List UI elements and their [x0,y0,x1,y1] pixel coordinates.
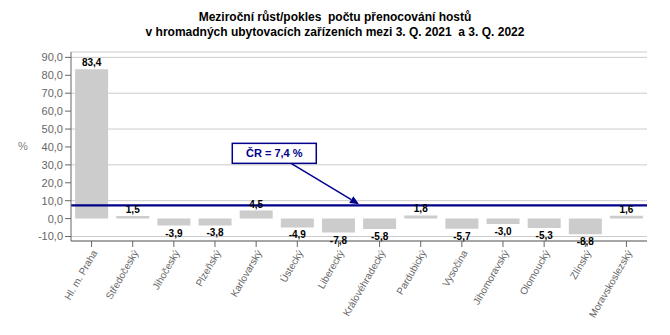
svg-text:Královéhradecký: Královéhradecký [341,248,388,318]
svg-text:40,0: 40,0 [42,141,63,153]
svg-text:Karlovarský: Karlovarský [228,248,264,299]
svg-text:1,8: 1,8 [414,203,428,214]
svg-text:-10,0: -10,0 [38,230,63,242]
svg-text:ČR = 7,4 %: ČR = 7,4 % [246,147,303,159]
svg-text:1,6: 1,6 [620,204,634,215]
svg-text:1,5: 1,5 [126,204,140,215]
svg-text:80,0: 80,0 [42,69,63,81]
svg-text:Olomoucký: Olomoucký [517,248,552,297]
svg-text:Pardubický: Pardubický [394,248,428,296]
svg-text:-7,8: -7,8 [330,235,348,246]
svg-text:-5,7: -5,7 [453,231,471,242]
svg-text:Liberecký: Liberecký [315,248,346,291]
svg-text:Moravskoslezský: Moravskoslezský [587,248,635,319]
svg-text:Zlínský: Zlínský [568,248,593,281]
html-text:Meziroční růst/pokles počtu př: Meziroční růst/pokles počtu přenocování … [198,10,472,24]
svg-text:-4,9: -4,9 [289,229,307,240]
svg-text:60,0: 60,0 [42,105,63,117]
svg-text:Vysočina: Vysočina [440,248,470,289]
svg-text:-3,9: -3,9 [165,228,183,239]
svg-text:90,0: 90,0 [42,51,63,63]
svg-text:%: % [18,140,28,152]
svg-text:4,5: 4,5 [249,199,263,210]
svg-text:0,0: 0,0 [48,213,63,225]
svg-text:-3,0: -3,0 [494,226,512,237]
svg-text:-3,8: -3,8 [206,227,224,238]
svg-text:30,0: 30,0 [42,159,63,171]
html-text:v hromadných ubytovacích zaříz: v hromadných ubytovacích zařízeních mezi… [145,25,525,39]
svg-text:Ústecký: Ústecký [277,248,305,285]
svg-text:Plzeňský: Plzeňský [193,248,223,288]
svg-text:-5,3: -5,3 [536,230,554,241]
svg-text:Jihočeský: Jihočeský [150,248,181,292]
svg-text:-5,8: -5,8 [371,231,389,242]
svg-text:10,0: 10,0 [42,195,63,207]
svg-text:20,0: 20,0 [42,177,63,189]
svg-text:Jihomoravský: Jihomoravský [471,248,511,306]
svg-text:Hl. m. Praha: Hl. m. Praha [62,248,100,302]
svg-text:50,0: 50,0 [42,123,63,135]
svg-text:70,0: 70,0 [42,87,63,99]
svg-text:83,4: 83,4 [82,57,102,68]
svg-text:-8,8: -8,8 [577,236,595,247]
svg-text:Středočeský: Středočeský [104,248,141,301]
